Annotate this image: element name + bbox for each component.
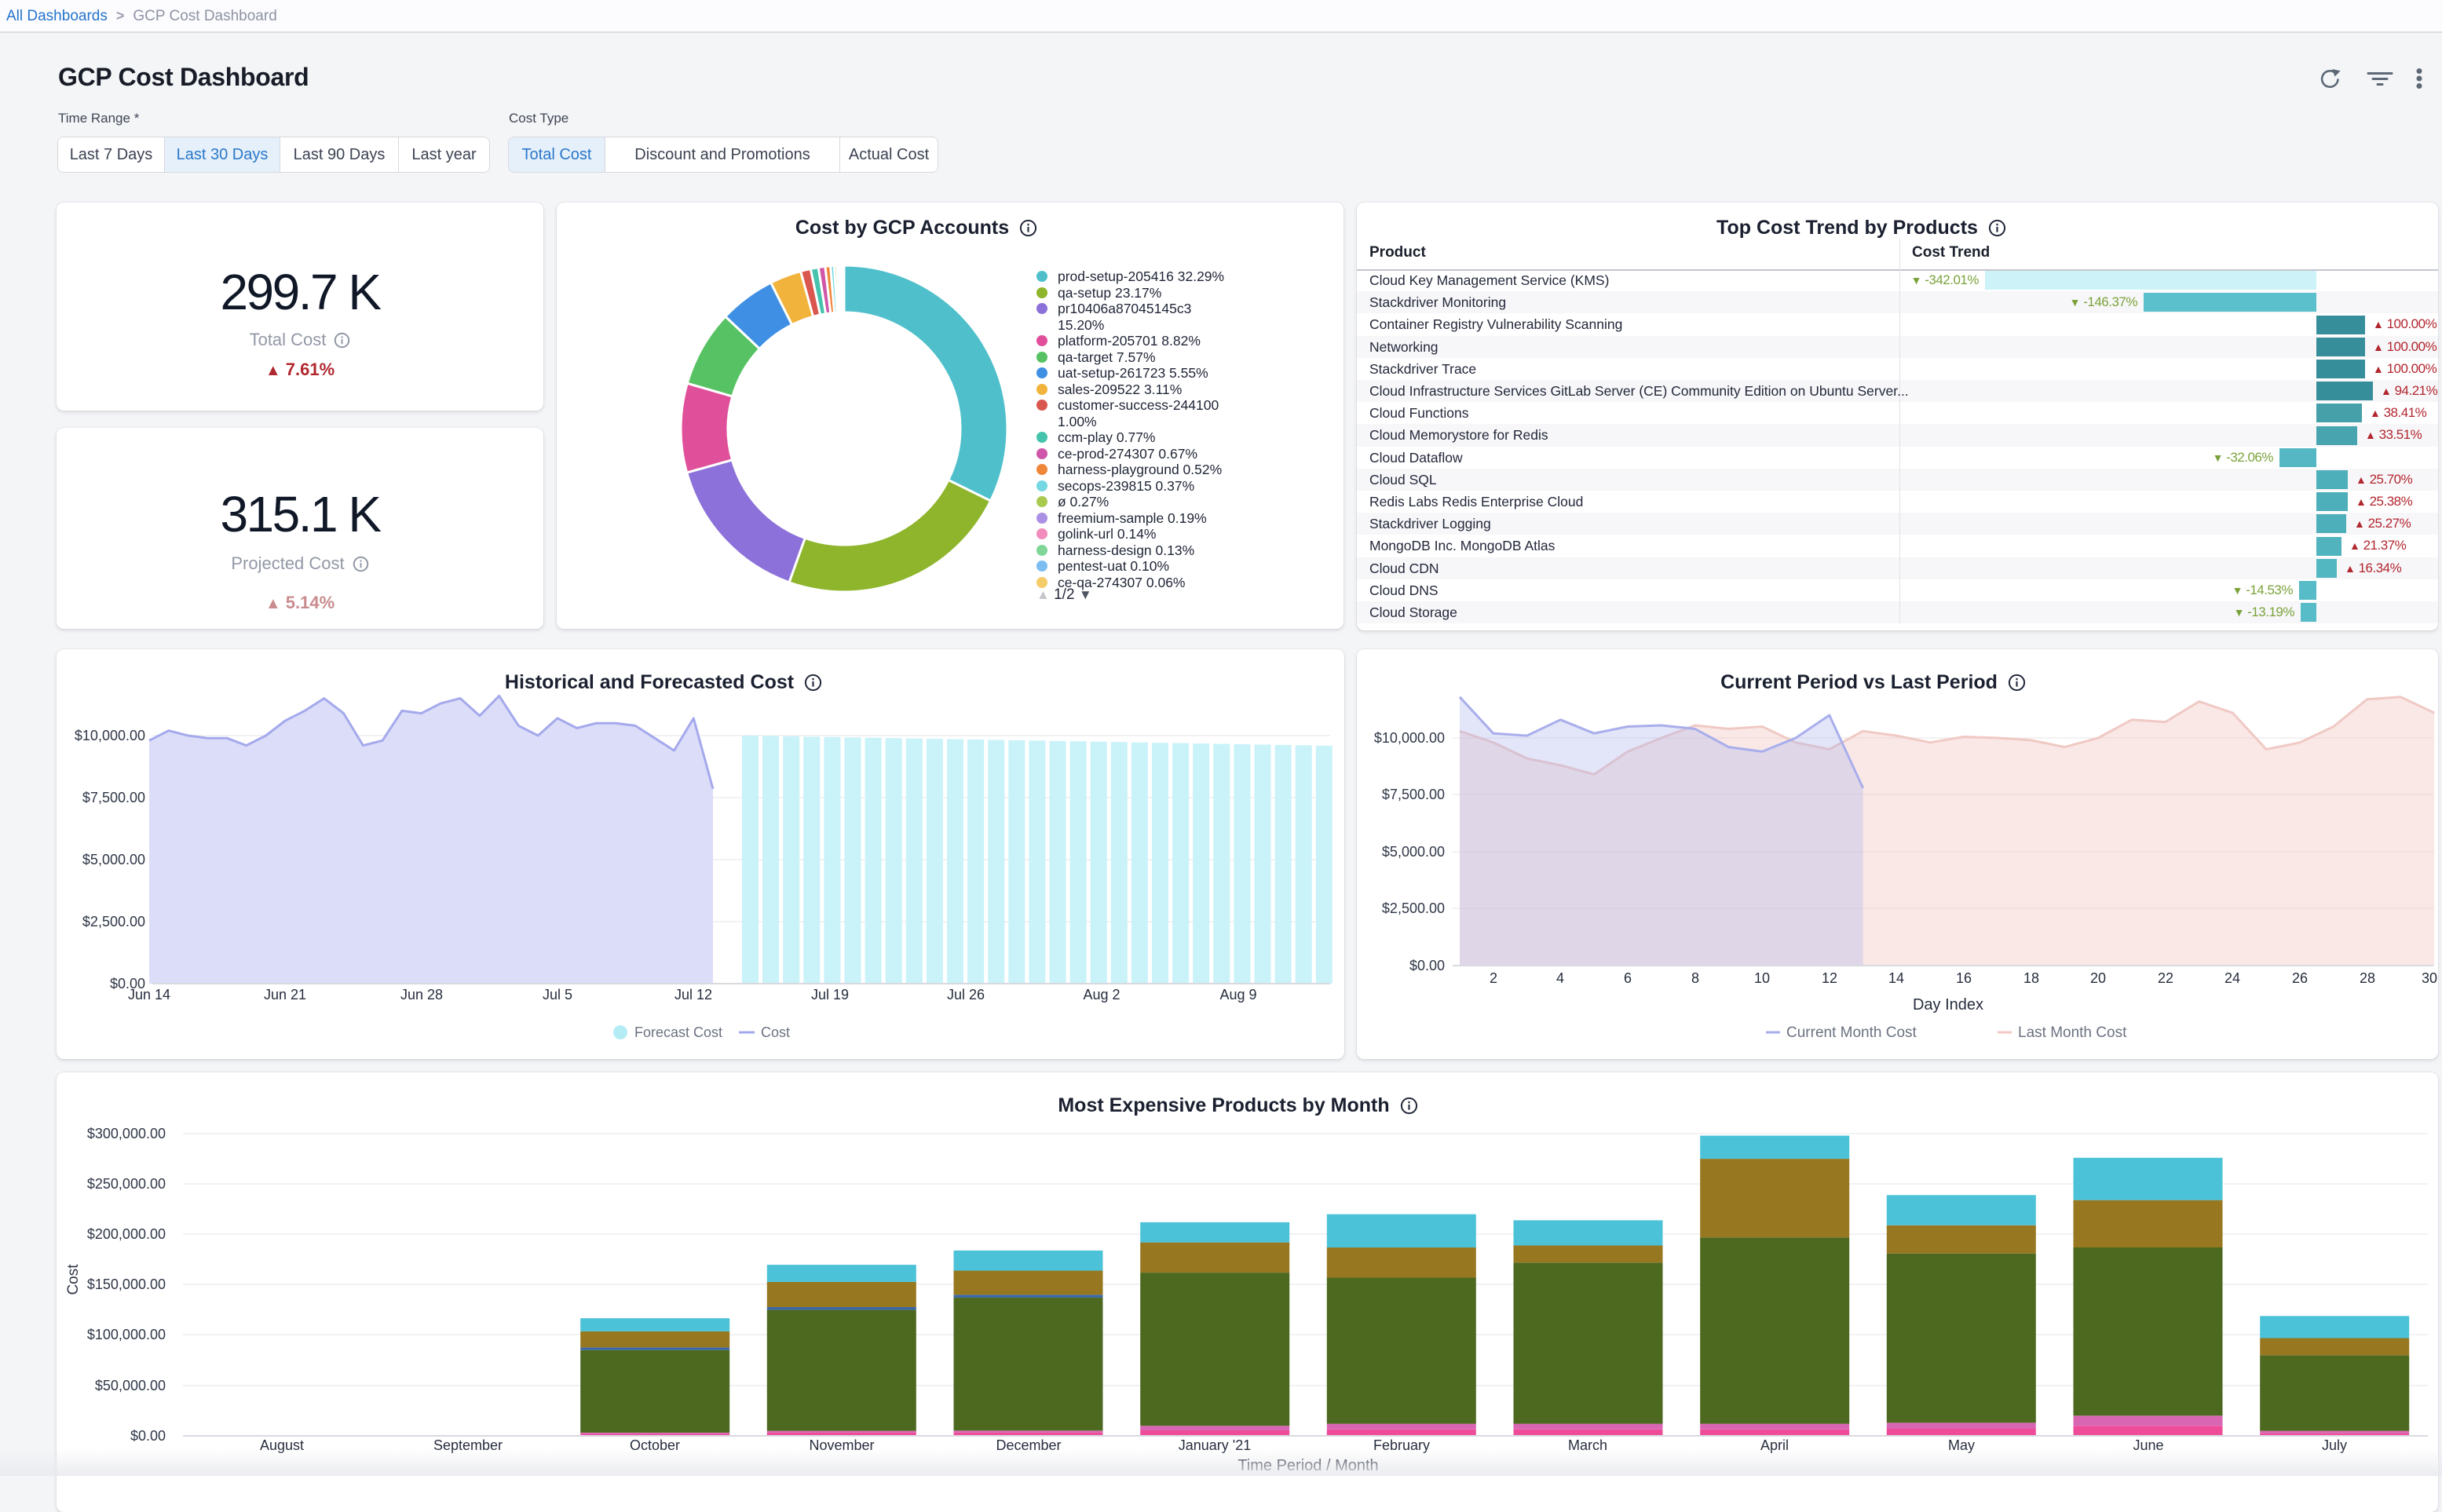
svg-text:Forecast Cost: Forecast Cost xyxy=(634,1024,722,1040)
svg-text:July: July xyxy=(2322,1437,2347,1453)
svg-text:Day Index: Day Index xyxy=(1913,996,1983,1013)
svg-text:16: 16 xyxy=(1956,970,1972,986)
svg-text:4: 4 xyxy=(1556,970,1564,986)
svg-text:December: December xyxy=(996,1437,1061,1453)
svg-text:February: February xyxy=(1373,1437,1430,1453)
svg-text:Jun 21: Jun 21 xyxy=(264,987,306,1003)
svg-text:$50,000.00: $50,000.00 xyxy=(95,1378,166,1393)
svg-text:28: 28 xyxy=(2360,970,2375,986)
svg-text:$10,000.00: $10,000.00 xyxy=(1374,730,1445,746)
svg-text:$150,000.00: $150,000.00 xyxy=(87,1276,166,1292)
svg-text:$0.00: $0.00 xyxy=(110,976,145,992)
svg-text:12: 12 xyxy=(1822,970,1837,986)
svg-text:October: October xyxy=(630,1437,680,1453)
svg-text:Time Period / Month: Time Period / Month xyxy=(1237,1457,1378,1474)
svg-text:June: June xyxy=(2133,1437,2163,1453)
svg-text:10: 10 xyxy=(1754,970,1770,986)
svg-text:Current Month Cost: Current Month Cost xyxy=(1786,1024,1917,1041)
svg-text:$2,500.00: $2,500.00 xyxy=(82,914,145,929)
svg-text:Jun 14: Jun 14 xyxy=(128,987,170,1003)
svg-text:$250,000.00: $250,000.00 xyxy=(87,1176,166,1192)
svg-text:Aug 9: Aug 9 xyxy=(1219,987,1256,1003)
svg-text:Aug 2: Aug 2 xyxy=(1083,987,1120,1003)
svg-text:March: March xyxy=(1568,1437,1607,1453)
svg-text:Jun 28: Jun 28 xyxy=(400,987,443,1003)
svg-text:24: 24 xyxy=(2224,970,2240,986)
svg-text:$0.00: $0.00 xyxy=(1409,958,1445,973)
svg-text:6: 6 xyxy=(1624,970,1632,986)
svg-text:May: May xyxy=(1948,1437,1975,1453)
svg-text:$10,000.00: $10,000.00 xyxy=(75,728,145,743)
svg-text:$5,000.00: $5,000.00 xyxy=(82,852,145,867)
svg-text:Jul 26: Jul 26 xyxy=(947,987,985,1003)
svg-text:$7,500.00: $7,500.00 xyxy=(1382,787,1445,802)
svg-text:Cost: Cost xyxy=(65,1264,82,1295)
svg-text:20: 20 xyxy=(2090,970,2106,986)
svg-text:September: September xyxy=(433,1437,503,1453)
svg-text:$0.00: $0.00 xyxy=(130,1428,166,1444)
svg-text:$5,000.00: $5,000.00 xyxy=(1382,844,1445,860)
svg-text:26: 26 xyxy=(2292,970,2308,986)
svg-text:22: 22 xyxy=(2158,970,2173,986)
svg-text:14: 14 xyxy=(1888,970,1904,986)
svg-text:30: 30 xyxy=(2422,970,2437,986)
svg-text:January '21: January '21 xyxy=(1179,1437,1252,1453)
svg-text:Jul 5: Jul 5 xyxy=(543,987,572,1003)
svg-text:Jul 19: Jul 19 xyxy=(811,987,849,1003)
svg-text:April: April xyxy=(1760,1437,1789,1453)
svg-text:$2,500.00: $2,500.00 xyxy=(1382,900,1445,916)
svg-text:November: November xyxy=(809,1437,874,1453)
svg-text:2: 2 xyxy=(1490,970,1497,986)
svg-text:8: 8 xyxy=(1691,970,1699,986)
svg-text:Cost: Cost xyxy=(761,1024,790,1040)
svg-text:August: August xyxy=(260,1437,304,1453)
svg-text:18: 18 xyxy=(2023,970,2039,986)
svg-text:$200,000.00: $200,000.00 xyxy=(87,1226,166,1242)
svg-text:Jul 12: Jul 12 xyxy=(674,987,712,1003)
svg-text:$300,000.00: $300,000.00 xyxy=(87,1126,166,1141)
svg-text:$7,500.00: $7,500.00 xyxy=(82,790,145,805)
svg-text:Last Month Cost: Last Month Cost xyxy=(2018,1024,2127,1041)
svg-text:$100,000.00: $100,000.00 xyxy=(87,1327,166,1342)
